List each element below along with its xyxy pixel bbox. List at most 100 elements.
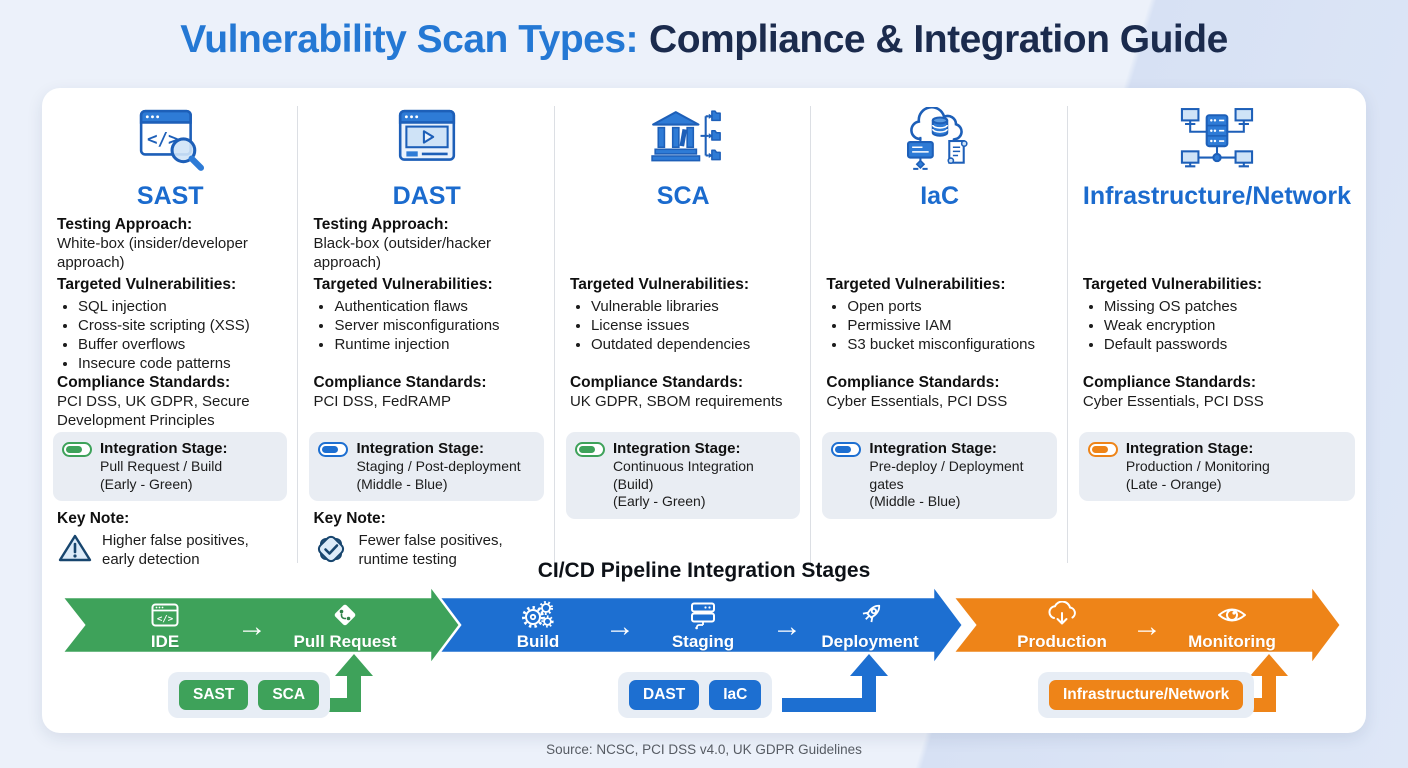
integration-label: Integration Stage: xyxy=(1125,440,1254,457)
browser-play-icon xyxy=(313,104,539,176)
tool-pill-infrastructure: Infrastructure/Network xyxy=(1049,680,1244,710)
page-title-highlight: Vulnerability Scan Types: xyxy=(180,18,639,61)
vuln-item: Runtime injection xyxy=(334,335,539,354)
vulnerabilities-section: Targeted Vulnerabilities: Vulnerable lib… xyxy=(570,276,796,374)
tool-pill-iac: IaC xyxy=(709,680,762,710)
source-note: Source: NCSC, PCI DSS v4.0, UK GDPR Guid… xyxy=(546,742,862,757)
keynote-value: Fewer false positives, runtime testing xyxy=(358,532,503,568)
vulnerabilities-label: Targeted Vulnerabilities: xyxy=(826,276,1006,293)
column-title: DAST xyxy=(392,181,461,210)
content-card: </> SAST Testing Approach: White-box (in… xyxy=(42,88,1366,733)
compliance-label: Compliance Standards: xyxy=(313,374,487,391)
keynote-label: Key Note: xyxy=(57,510,130,528)
stage-monitoring: Monitoring xyxy=(1165,600,1299,652)
tool-group-early: SAST SCA xyxy=(168,672,331,718)
toggle-orange-icon xyxy=(1087,442,1118,457)
compliance-label: Compliance Standards: xyxy=(1082,374,1256,391)
rocket-icon xyxy=(803,600,937,630)
integration-label: Integration Stage: xyxy=(612,440,741,457)
stage-production: Production xyxy=(995,600,1129,652)
toggle-blue-icon xyxy=(318,442,349,457)
server-icon xyxy=(636,600,770,630)
column-title: Infrastructure/Network xyxy=(1082,181,1351,210)
svg-text:</>: </> xyxy=(157,614,174,624)
integration-stage-box: Integration Stage: Pre-deploy / Deployme… xyxy=(822,432,1057,519)
integration-line1: Staging / Post-deployment xyxy=(356,458,521,475)
compliance-label: Compliance Standards: xyxy=(826,374,1000,391)
testing-approach-section: Testing Approach: Black-box (outsider/ha… xyxy=(313,216,539,276)
integration-line1: Continuous Integration (Build) xyxy=(612,458,754,492)
compliance-section: Compliance Standards: Cyber Essentials, … xyxy=(826,374,1052,432)
compliance-value: Cyber Essentials, PCI DSS xyxy=(1082,392,1264,410)
vulnerabilities-label: Targeted Vulnerabilities: xyxy=(1082,276,1263,293)
stage-pull-request: Pull Request xyxy=(278,600,412,652)
elbow-arrow-green xyxy=(318,654,373,712)
toggle-blue-icon xyxy=(831,442,862,457)
compliance-section: Compliance Standards: PCI DSS, FedRAMP xyxy=(313,374,539,432)
warning-triangle-icon xyxy=(57,532,93,569)
integration-line2: (Early - Green) xyxy=(100,475,193,492)
pipeline-title: CI/CD Pipeline Integration Stages xyxy=(537,559,871,582)
keynote-section: Key Note: Higher false positives, early … xyxy=(57,501,283,569)
compliance-section: Compliance Standards: Cyber Essentials, … xyxy=(1083,374,1351,432)
pipeline-band-late xyxy=(950,584,1343,669)
ide-icon: </> xyxy=(98,600,232,630)
code-scan-icon: </> xyxy=(57,104,283,176)
integration-stage-box: Integration Stage: Production / Monitori… xyxy=(1078,432,1355,502)
vuln-item: Open ports xyxy=(847,297,1052,316)
compliance-value: Cyber Essentials, PCI DSS xyxy=(826,392,1008,410)
keynote-label: Key Note: xyxy=(313,510,386,528)
vuln-item: Cross-site scripting (XSS) xyxy=(78,316,283,335)
vuln-item: Vulnerable libraries xyxy=(591,297,796,316)
column-title: SAST xyxy=(136,181,204,210)
tool-pill-dast: DAST xyxy=(629,680,700,710)
vuln-item: Weak encryption xyxy=(1104,316,1351,335)
certified-seal-icon xyxy=(313,532,349,571)
testing-approach-label: Testing Approach: xyxy=(57,216,193,233)
testing-approach-value: Black-box (outsider/hacker approach) xyxy=(313,234,492,271)
compliance-value: UK GDPR, SBOM requirements xyxy=(569,392,783,410)
right-arrow-icon: → xyxy=(772,610,802,643)
vulnerabilities-section: Targeted Vulnerabilities: SQL injection … xyxy=(57,276,283,374)
elbow-arrow-orange xyxy=(1236,654,1288,712)
integration-label: Integration Stage: xyxy=(356,440,484,457)
right-arrow-icon: → xyxy=(605,610,635,643)
keynote-value: Higher false positives, early detection xyxy=(102,532,249,568)
compliance-section: Compliance Standards: PCI DSS, UK GDPR, … xyxy=(57,374,283,432)
vulnerabilities-section: Targeted Vulnerabilities: Missing OS pat… xyxy=(1083,276,1351,374)
vulnerabilities-label: Targeted Vulnerabilities: xyxy=(313,276,493,293)
vuln-item: Missing OS patches xyxy=(1104,297,1351,316)
cloud-infrastructure-icon xyxy=(826,104,1052,176)
cloud-deploy-icon xyxy=(995,600,1129,630)
keynote-section xyxy=(570,519,796,528)
gears-icon xyxy=(471,600,605,630)
toggle-green-icon xyxy=(62,442,92,457)
compliance-label: Compliance Standards: xyxy=(57,374,231,391)
column-sast: </> SAST Testing Approach: White-box (in… xyxy=(42,88,299,571)
stage-ide: </> IDE xyxy=(98,600,232,652)
stage-build: Build xyxy=(471,600,605,652)
right-arrow-icon: → xyxy=(1132,610,1162,643)
tool-group-middle: DAST IaC xyxy=(618,672,773,718)
column-iac: IaC Targeted Vulnerabilities: Open ports… xyxy=(811,88,1069,571)
column-title: IaC xyxy=(920,181,960,210)
testing-approach-section xyxy=(570,216,796,276)
stage-staging: Staging xyxy=(636,600,770,652)
library-dependencies-icon xyxy=(570,104,796,176)
integration-label: Integration Stage: xyxy=(869,440,997,457)
keynote-section xyxy=(1083,501,1351,510)
scan-type-columns: </> SAST Testing Approach: White-box (in… xyxy=(42,88,1366,568)
integration-line1: Pre-deploy / Deployment gates xyxy=(869,458,1024,492)
column-title: SCA xyxy=(656,181,710,210)
column-dast: DAST Testing Approach: Black-box (outsid… xyxy=(298,88,556,571)
vuln-item: Permissive IAM xyxy=(847,316,1052,335)
git-icon xyxy=(278,600,412,630)
keynote-section xyxy=(826,519,1052,528)
tool-pill-sast: SAST xyxy=(179,680,249,710)
compliance-value: PCI DSS, FedRAMP xyxy=(313,392,452,410)
integration-stage-box: Integration Stage: Staging / Post-deploy… xyxy=(309,432,544,502)
testing-approach-section: Testing Approach: White-box (insider/dev… xyxy=(57,216,283,276)
vulnerabilities-section: Targeted Vulnerabilities: Open ports Per… xyxy=(826,276,1052,374)
elbow-arrow-blue xyxy=(782,654,888,712)
testing-approach-label: Testing Approach: xyxy=(313,216,449,233)
